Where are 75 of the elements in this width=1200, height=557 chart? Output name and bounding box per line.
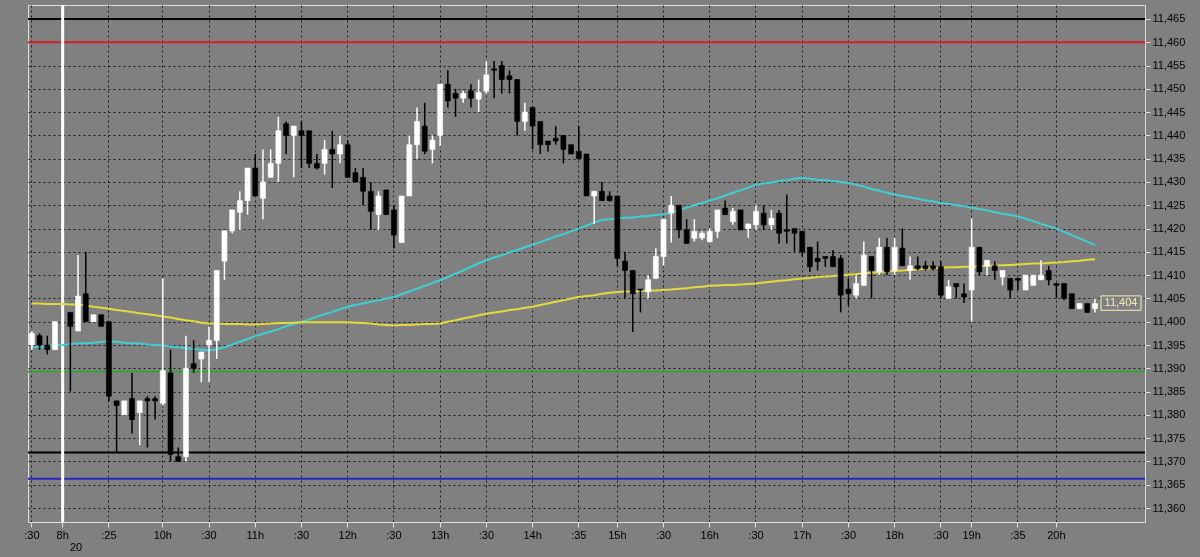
- x-tick-label: 14h: [523, 528, 542, 541]
- y-tick-label: 11,460: [1152, 35, 1186, 48]
- x-tick-label: :30: [24, 528, 40, 541]
- candlestick: [991, 260, 998, 281]
- x-tick-label: 10h: [153, 528, 172, 541]
- x-tick-label: 13h: [430, 528, 450, 541]
- y-tick-label: 11,435: [1152, 152, 1186, 165]
- y-tick-label: 11,420: [1152, 222, 1186, 235]
- y-tick-label: 11,445: [1152, 105, 1186, 118]
- y-tick-label: 11,465: [1152, 12, 1186, 25]
- x-tick-label: :25: [101, 528, 117, 541]
- candlestick: [290, 125, 297, 179]
- candlestick: [522, 102, 528, 132]
- x-tick-label: 16h: [700, 528, 719, 541]
- x-tick-label: 20h: [1047, 528, 1066, 541]
- candlestick: [483, 60, 490, 95]
- y-tick-label: 11,450: [1152, 82, 1186, 95]
- x-tick-label: 17h: [793, 528, 812, 541]
- candlestick: [136, 400, 143, 446]
- x-tick-label: :30: [840, 528, 857, 541]
- candlestick: [475, 78, 482, 113]
- x-tick-label: :30: [478, 528, 494, 541]
- x-tick-label: :30: [201, 528, 217, 541]
- x-tick-label: :30: [748, 528, 764, 541]
- candlestick: [645, 274, 651, 300]
- candlestick: [260, 148, 266, 220]
- candlestick: [853, 274, 859, 300]
- candlestick: [206, 325, 212, 384]
- line-series: [30, 258, 1096, 327]
- x-tick-label: :30: [933, 528, 949, 541]
- x-tick-label: :30: [386, 528, 402, 541]
- x-tick-label: 8h: [56, 528, 69, 541]
- y-tick-label: 11,360: [1152, 501, 1186, 514]
- y-tick-label: 11,440: [1152, 128, 1186, 141]
- x-tick-label: 11h: [246, 528, 265, 541]
- y-tick-label: 11,370: [1152, 454, 1186, 467]
- candlestick: [29, 330, 35, 351]
- candlestick: [414, 106, 420, 160]
- candlestick: [375, 190, 382, 231]
- y-tick-label: 11,425: [1152, 198, 1186, 211]
- candlestick: [668, 195, 675, 244]
- candlestick: [691, 218, 698, 243]
- candlestick: [768, 209, 775, 231]
- annotation: 11,404: [1104, 296, 1138, 309]
- y-tick-label: 11,400: [1152, 315, 1186, 328]
- candlestick: [753, 204, 759, 231]
- x-tick-label: 12h: [338, 528, 357, 541]
- y-tick-label: 11,405: [1152, 291, 1186, 304]
- candlestick: [945, 279, 952, 300]
- y-tick-label: 11,455: [1152, 59, 1186, 72]
- y-tick-label: 11,375: [1152, 431, 1186, 444]
- x-tick-label: 19h: [962, 528, 981, 541]
- x-tick-label: 15h: [608, 528, 627, 541]
- y-tick-label: 11,410: [1152, 268, 1186, 281]
- x-tick-label: :30: [655, 528, 672, 541]
- text: 20: [70, 541, 83, 553]
- x-tick-label: :35: [571, 528, 587, 541]
- y-tick-label: 11,430: [1152, 175, 1186, 188]
- candlestick: [591, 190, 597, 225]
- x-tick-label: 18h: [885, 528, 904, 541]
- y-tick-label: 11,390: [1152, 361, 1186, 374]
- candlestick: [198, 351, 205, 384]
- x-tick-label: :30: [293, 528, 310, 541]
- candlestick: [1038, 259, 1044, 281]
- y-tick-label: 11,380: [1152, 408, 1186, 421]
- y-tick-label: 11,395: [1152, 338, 1186, 351]
- candlestick: [891, 237, 898, 276]
- x-tick-label: :35: [1010, 528, 1026, 541]
- candlestick: [321, 139, 328, 176]
- y-tick-label: 11,365: [1152, 478, 1186, 491]
- candlestick: [907, 255, 913, 281]
- y-tick-label: 11,385: [1152, 385, 1186, 398]
- candlestick: [337, 134, 343, 165]
- candlestick: [429, 134, 436, 165]
- y-tick-label: 11,415: [1152, 245, 1186, 258]
